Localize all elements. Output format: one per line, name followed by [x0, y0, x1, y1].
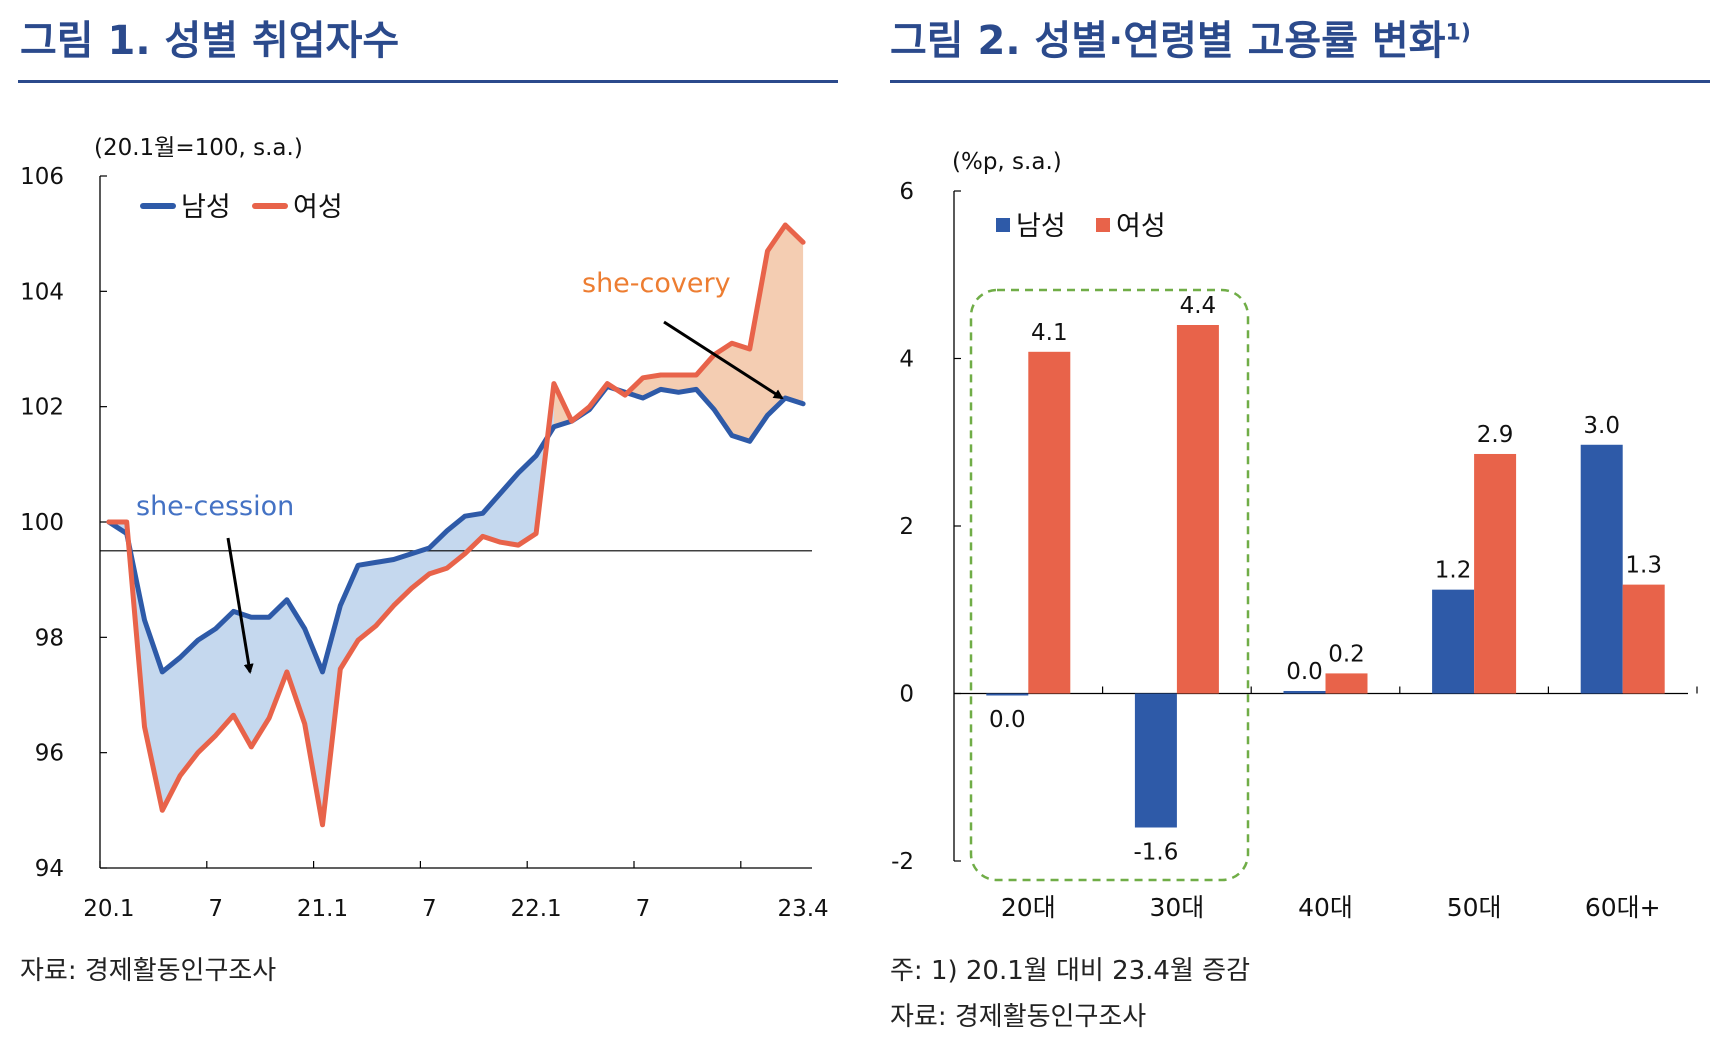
- unit-label: (20.1월=100, s.a.): [94, 135, 303, 161]
- x-tick-label: 21.1: [297, 896, 348, 922]
- bar-female-40대: [1325, 673, 1368, 694]
- bar-male-40대: [1283, 690, 1326, 694]
- bar-male-30대: [1134, 693, 1177, 828]
- figure2-bar-chart: -2 0 2 4 6 (%p, s.a.) 남성 여성 0.0 4.1 20대 -1.6 4.4 30대 0…: [891, 149, 1698, 922]
- bar-female-20대: [1028, 351, 1071, 694]
- bar-male-20대: [986, 693, 1029, 696]
- she-cession-arrow: [226, 537, 254, 674]
- figure2-title: 그림 2. 성별·연령별 고용률 변화1): [890, 8, 1471, 66]
- figure1-title: 그림 1. 성별 취업자수: [20, 18, 400, 64]
- y-tick-label: 4: [899, 347, 914, 373]
- figure2-title-rule: [890, 80, 1710, 83]
- highlight-box-20s-30s: [969, 288, 1250, 882]
- x-tick-label: 7: [636, 896, 651, 922]
- legend-male-label: 남성: [181, 192, 231, 223]
- figure1-source: 자료: 경제활동인구조사: [20, 956, 277, 986]
- x-tick-label: 7: [422, 896, 437, 922]
- x-tick-label: 23.4: [777, 896, 828, 922]
- figure2-source: 자료: 경제활동인구조사: [890, 1002, 1147, 1032]
- unit-label: (%p, s.a.): [952, 149, 1062, 175]
- female-series-line: [106, 222, 806, 828]
- value-label-female-40대: 0.2: [1328, 641, 1365, 667]
- she-covery-label: she-covery: [582, 268, 731, 299]
- legend-male-label: 남성: [1016, 211, 1066, 242]
- y-tick-label: -2: [891, 849, 914, 875]
- bar-male-50대: [1432, 589, 1475, 694]
- y-tick-label: 102: [20, 395, 64, 421]
- she-cession-area: [108, 383, 554, 825]
- value-label-male-40대: 0.0: [1286, 659, 1323, 685]
- legend-male-swatch: [996, 218, 1010, 232]
- bar-male-60대+: [1580, 444, 1623, 694]
- figure1-title-rule: [18, 80, 838, 83]
- she-covery-area: [553, 225, 804, 442]
- bar-female-60대+: [1622, 584, 1665, 694]
- x-tick-label: 7: [208, 896, 223, 922]
- legend-female-swatch: [1096, 218, 1110, 232]
- value-label-female-30대: 4.4: [1180, 293, 1217, 319]
- figure2-title-footnote-mark: 1): [1445, 20, 1471, 46]
- bar-female-30대: [1176, 325, 1219, 694]
- y-tick-label: 94: [35, 856, 64, 882]
- y-tick-label: 2: [899, 514, 914, 540]
- x-category-label: 50대: [1447, 893, 1502, 922]
- value-label-female-60대+: 1.3: [1625, 553, 1662, 579]
- figure1-line-chart: 94 96 98 100 102 104 106 20.1 7 21.1 7 22.1 7 23.4 (20…: [20, 135, 829, 922]
- y-tick-label: 100: [20, 510, 64, 536]
- figure2-title-text: 그림 2. 성별·연령별 고용률 변화: [890, 18, 1446, 64]
- y-tick-label: 106: [20, 164, 64, 190]
- value-label-male-20대: 0.0: [989, 707, 1026, 733]
- x-category-label: 20대: [1001, 893, 1056, 922]
- y-tick-label: 0: [899, 682, 914, 708]
- she-cession-label: she-cession: [136, 491, 294, 522]
- y-tick-label: 98: [35, 625, 64, 651]
- value-label-male-30대: -1.6: [1133, 840, 1178, 866]
- y-tick-label: 104: [20, 279, 64, 305]
- bar-female-50대: [1474, 453, 1517, 694]
- legend-female-label: 여성: [1116, 211, 1166, 242]
- x-category-label: 40대: [1298, 893, 1353, 922]
- x-tick-label: 20.1: [83, 896, 134, 922]
- value-label-female-20대: 4.1: [1031, 320, 1068, 346]
- value-label-male-50대: 1.2: [1435, 558, 1472, 584]
- she-covery-arrow: [663, 320, 784, 400]
- y-tick-label: 96: [35, 741, 64, 767]
- x-category-label: 60대+: [1585, 893, 1661, 922]
- value-label-male-60대+: 3.0: [1583, 413, 1620, 439]
- x-tick-label: 22.1: [510, 896, 561, 922]
- legend-female-label: 여성: [293, 192, 343, 223]
- figure2-note: 주: 1) 20.1월 대비 23.4월 증감: [890, 956, 1250, 986]
- male-series-line: [106, 384, 806, 675]
- x-category-label: 30대: [1149, 893, 1204, 922]
- value-label-female-50대: 2.9: [1477, 422, 1514, 448]
- y-tick-label: 6: [899, 179, 914, 205]
